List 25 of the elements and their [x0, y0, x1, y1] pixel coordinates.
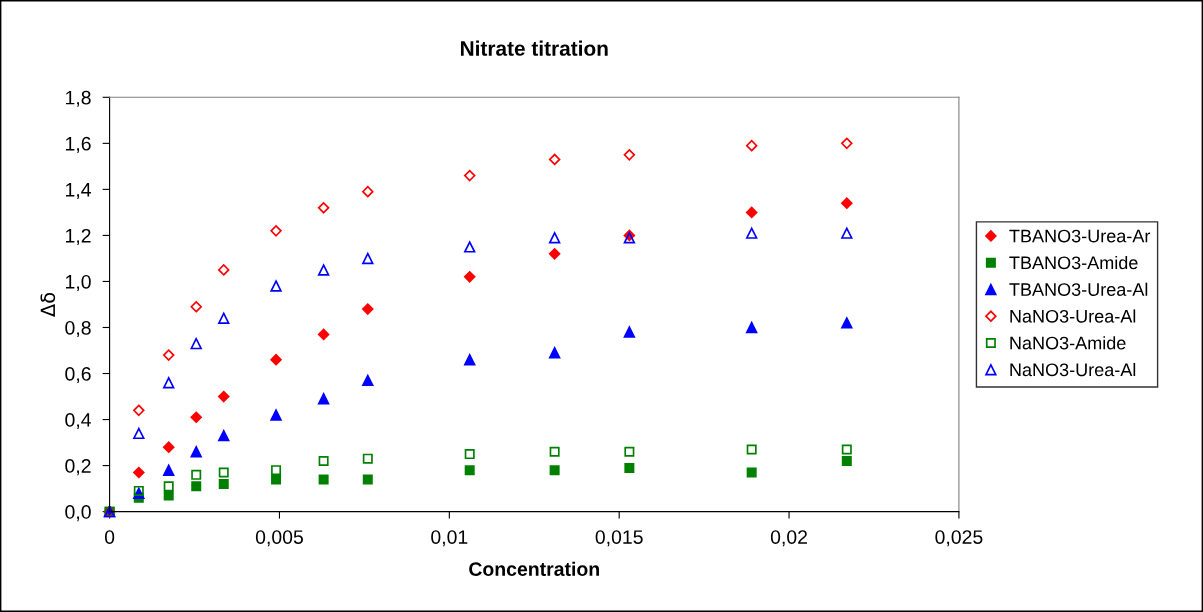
y-axis-title: Δδ	[40, 292, 56, 317]
y-tick-label: 1,8	[65, 90, 91, 107]
x-tick-label: 0	[104, 530, 115, 544]
y-tick-label: 1,6	[65, 136, 91, 153]
y-tick-label: 0,8	[65, 320, 91, 338]
y-tick-label: 0,6	[65, 366, 91, 384]
x-tick-label: 0,025	[935, 530, 983, 547]
legend-label: TBANO3-Urea-Ar	[1009, 229, 1151, 243]
legend-label: NaNO3-Amide	[1010, 336, 1126, 350]
x-tick-label: 0,015	[595, 530, 643, 547]
legend-label: NaNO3-Urea-Al	[1010, 309, 1136, 323]
y-tick-label: 1,0	[65, 274, 91, 291]
y-tick-label: 0,0	[65, 505, 91, 522]
y-tick-label: 1,2	[65, 228, 91, 245]
x-tick-label: 0,01	[431, 530, 468, 547]
chart-title: Nitrate titration	[460, 40, 608, 56]
legend-label: TBANO3-Urea-Al	[1009, 282, 1148, 296]
y-tick-label: 0,4	[65, 413, 91, 430]
legend-label: NaNO3-Urea-Al	[1010, 362, 1136, 377]
x-tick-label: 0,02	[770, 530, 807, 547]
y-tick-label: 1,4	[65, 183, 91, 199]
legend-label: TBANO3-Amide	[1009, 255, 1138, 270]
x-tick-label: 0,005	[255, 530, 303, 547]
y-tick-label: 0,2	[65, 459, 91, 476]
x-axis-title: Concentration	[469, 561, 599, 576]
